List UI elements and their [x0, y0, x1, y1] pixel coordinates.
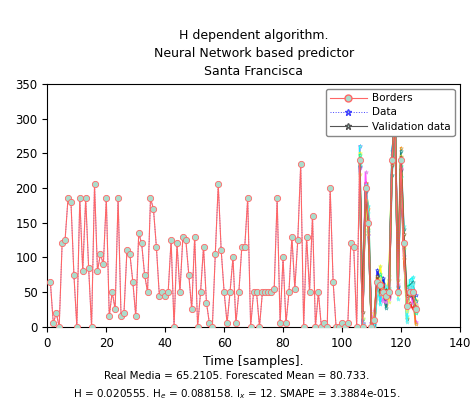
Borders — [365, 220, 371, 225]
Borders — [357, 158, 363, 163]
Text: H = 0.020555. H$_e$ = 0.088158. I$_x$ = 12. SMAPE = 3.3884e-015.: H = 0.020555. H$_e$ = 0.088158. I$_x$ = … — [73, 388, 401, 401]
Title: H dependent algorithm.
Neural Network based predictor
Santa Francisca: H dependent algorithm. Neural Network ba… — [154, 29, 354, 78]
Line: Data: Data — [48, 113, 418, 329]
Borders — [277, 321, 283, 326]
Borders — [136, 230, 142, 235]
Borders — [413, 307, 419, 312]
Data — [392, 113, 398, 118]
Data — [365, 220, 371, 225]
Data — [145, 290, 150, 295]
Legend: Borders, Data, Validation data: Borders, Data, Validation data — [326, 89, 455, 136]
Borders — [145, 290, 150, 295]
Borders — [395, 290, 401, 295]
Data — [357, 158, 363, 163]
Line: Borders: Borders — [47, 112, 419, 330]
X-axis label: Time [samples].: Time [samples]. — [203, 355, 304, 368]
Data — [395, 290, 401, 295]
Borders — [56, 324, 62, 329]
Text: Real Media = 65.2105. Forescated Mean = 80.733.: Real Media = 65.2105. Forescated Mean = … — [104, 371, 370, 381]
Data — [413, 307, 419, 312]
Borders — [392, 113, 398, 118]
Data — [136, 230, 142, 235]
Data — [277, 321, 283, 326]
Data — [56, 324, 62, 329]
Borders — [47, 279, 53, 284]
Data — [47, 279, 53, 284]
